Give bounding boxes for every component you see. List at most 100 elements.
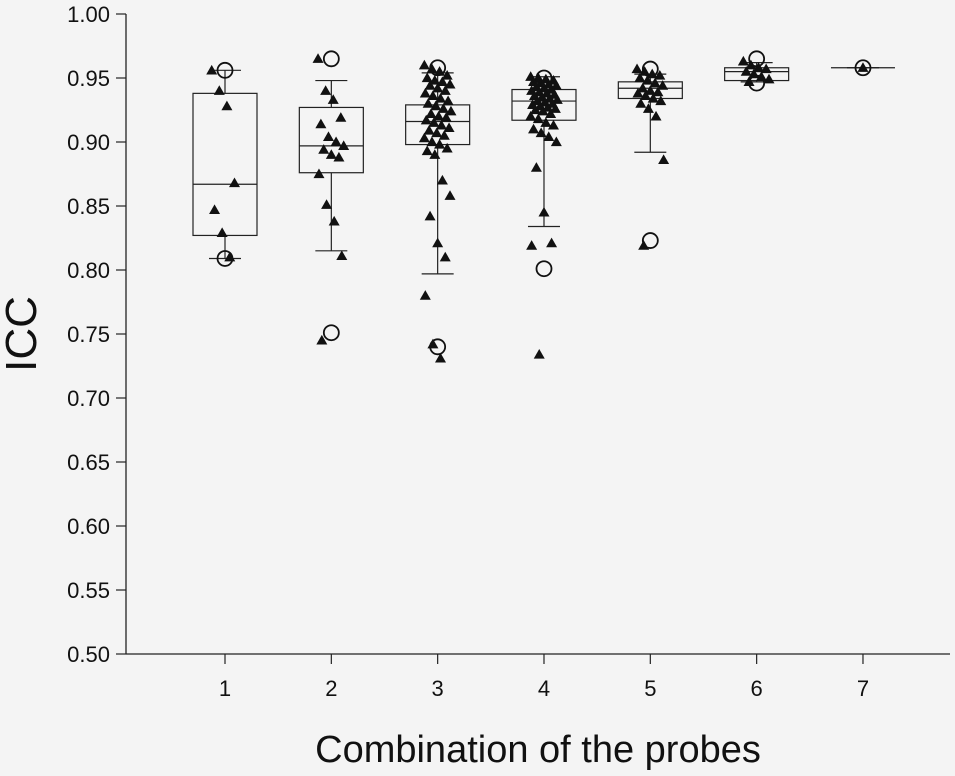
data-point bbox=[313, 168, 325, 179]
data-point bbox=[547, 119, 559, 130]
data-point bbox=[530, 162, 542, 172]
outlier-circle bbox=[748, 50, 766, 68]
data-point bbox=[425, 108, 437, 118]
data-point bbox=[213, 85, 225, 95]
data-point bbox=[535, 127, 547, 138]
data-point bbox=[655, 95, 667, 106]
data-point bbox=[657, 80, 669, 90]
x-axis-label: Combination of the probes bbox=[315, 729, 761, 771]
data-point bbox=[760, 63, 772, 74]
data-point bbox=[550, 80, 562, 90]
outlier-circle bbox=[535, 69, 553, 87]
data-point bbox=[221, 100, 233, 111]
data-point bbox=[526, 240, 538, 250]
data-point bbox=[753, 62, 765, 72]
data-point bbox=[652, 86, 664, 97]
outlier-circle bbox=[641, 232, 659, 249]
outlier-circle bbox=[748, 74, 766, 92]
y-axis-label: ICC bbox=[0, 296, 46, 372]
x-tick-label: 6 bbox=[751, 676, 763, 701]
data-point bbox=[543, 131, 555, 142]
x-axis-ticks: 1 2 3 4 5 6 7 bbox=[219, 654, 869, 701]
data-point bbox=[528, 123, 540, 134]
y-tick-label: 0.55 bbox=[67, 578, 110, 603]
data-point bbox=[737, 55, 749, 66]
data-point bbox=[422, 98, 434, 108]
data-point bbox=[420, 114, 432, 125]
data-point bbox=[421, 72, 433, 83]
data-point bbox=[538, 206, 550, 217]
data-point bbox=[312, 53, 324, 63]
x-tick-label: 5 bbox=[644, 676, 656, 701]
data-point bbox=[639, 66, 651, 76]
data-point bbox=[441, 142, 453, 153]
data-point bbox=[442, 95, 454, 106]
data-point bbox=[763, 73, 775, 84]
data-point bbox=[649, 77, 661, 88]
data-point bbox=[325, 149, 337, 159]
data-point bbox=[316, 334, 328, 345]
outlier-circle bbox=[216, 250, 234, 267]
data-point bbox=[644, 85, 656, 95]
data-point bbox=[328, 215, 340, 226]
outlier-circle bbox=[429, 338, 447, 356]
outlier-circle bbox=[429, 59, 447, 77]
data-point bbox=[216, 227, 228, 238]
y-tick-label: 0.70 bbox=[67, 386, 110, 411]
data-point bbox=[436, 76, 448, 86]
box-group bbox=[724, 50, 790, 92]
outlier-circle bbox=[322, 50, 340, 68]
y-tick-label: 0.95 bbox=[67, 66, 110, 91]
data-point bbox=[322, 131, 334, 142]
data-point bbox=[640, 90, 652, 101]
data-point bbox=[421, 145, 433, 156]
data-point bbox=[632, 87, 644, 98]
y-tick-label: 0.75 bbox=[67, 322, 110, 347]
data-point bbox=[437, 103, 449, 113]
data-point bbox=[533, 348, 545, 359]
data-point bbox=[435, 352, 447, 363]
data-point bbox=[315, 118, 327, 129]
outlier-circle bbox=[641, 60, 659, 78]
y-axis-ticks: 0.50 0.55 0.60 0.65 0.70 0.75 0.80 0.85 0.90 0.95… bbox=[67, 2, 126, 667]
data-point bbox=[435, 119, 447, 130]
box-group bbox=[511, 69, 577, 359]
box-group bbox=[192, 61, 258, 267]
data-point bbox=[432, 237, 444, 248]
data-point bbox=[658, 154, 670, 165]
data-point bbox=[431, 127, 443, 138]
data-point bbox=[635, 98, 647, 108]
data-point bbox=[443, 122, 455, 133]
outlier-circle bbox=[535, 260, 553, 278]
data-point bbox=[330, 136, 342, 147]
data-point bbox=[650, 110, 662, 121]
data-point bbox=[424, 80, 436, 90]
data-point bbox=[631, 63, 643, 74]
x-tick-label: 3 bbox=[432, 676, 444, 701]
data-point bbox=[229, 177, 240, 188]
outlier-circle bbox=[854, 59, 872, 77]
data-point bbox=[333, 151, 345, 162]
data-point bbox=[209, 204, 221, 214]
data-point bbox=[441, 69, 453, 80]
data-point bbox=[436, 174, 448, 185]
y-tick-label: 0.80 bbox=[67, 258, 110, 283]
data-point bbox=[525, 110, 537, 121]
outlier-circle bbox=[322, 324, 340, 342]
box-iqr bbox=[298, 106, 364, 174]
data-point bbox=[418, 59, 430, 70]
data-point bbox=[433, 110, 445, 121]
data-point bbox=[429, 149, 441, 159]
data-point bbox=[857, 62, 869, 72]
data-point bbox=[642, 103, 654, 113]
boxes bbox=[192, 50, 895, 363]
data-point bbox=[740, 66, 752, 76]
x-tick-label: 7 bbox=[857, 676, 869, 701]
data-point bbox=[418, 132, 430, 143]
x-tick-label: 4 bbox=[538, 676, 550, 701]
data-point bbox=[426, 63, 438, 74]
data-point bbox=[549, 103, 561, 113]
data-point bbox=[654, 69, 666, 80]
y-tick-label: 0.60 bbox=[67, 514, 110, 539]
